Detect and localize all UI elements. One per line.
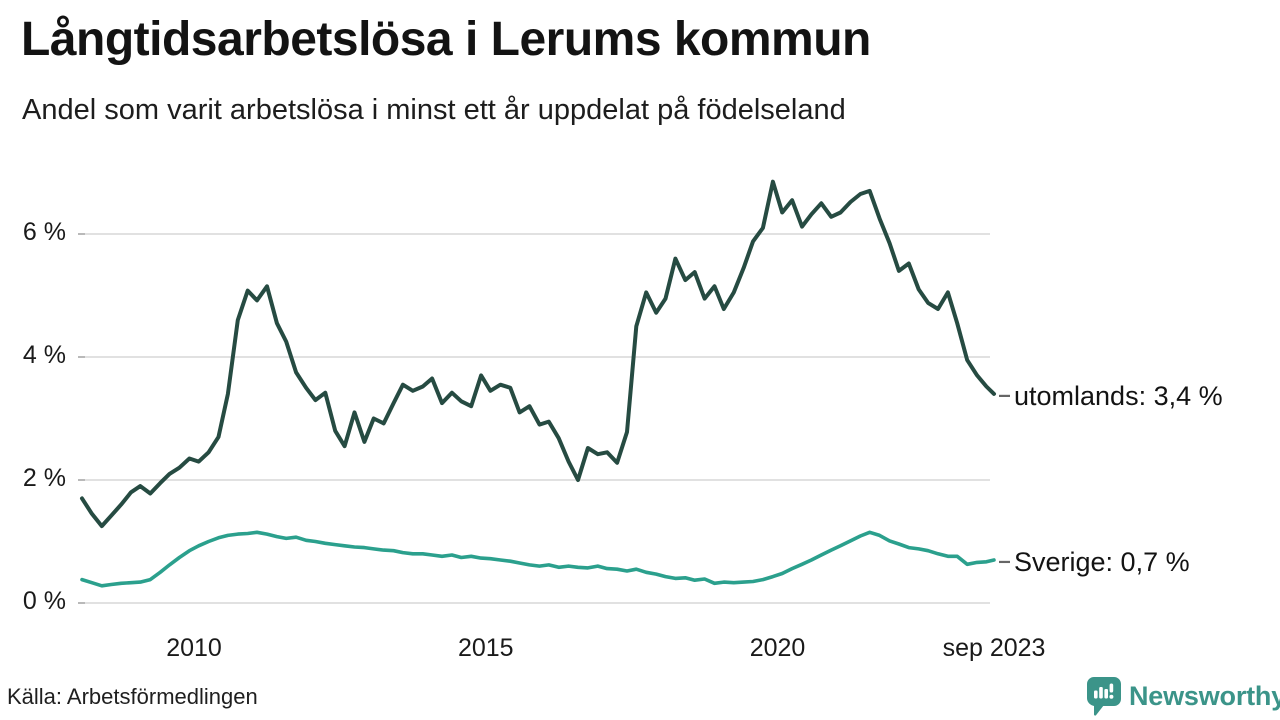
series-line-utomlands xyxy=(80,179,996,529)
x-axis-label: sep 2023 xyxy=(942,634,1046,662)
y-axis-label: 2 % xyxy=(22,464,66,492)
y-axis-label: 4 % xyxy=(22,341,66,369)
y-axis-label: 0 % xyxy=(22,587,66,615)
series-label-utomlands: utomlands: 3,4 % xyxy=(1014,380,1223,411)
page-subtitle: Andel som varit arbetslösa i minst ett å… xyxy=(22,94,846,126)
series-line-sverige xyxy=(80,530,996,588)
x-axis-label: 2010 xyxy=(166,634,222,662)
x-axis-label: 2015 xyxy=(457,634,514,662)
x-axis-label: 2020 xyxy=(749,634,806,662)
y-axis-label: 6 % xyxy=(22,218,66,246)
brand-wordmark: Newsworthy xyxy=(1129,681,1280,711)
series-label-sverige: Sverige: 0,7 % xyxy=(1014,546,1190,577)
source-note: Källa: Arbetsförmedlingen xyxy=(7,684,258,709)
page-title: Långtidsarbetslösa i Lerums kommun xyxy=(21,13,871,66)
newsworthy-logo-icon xyxy=(1087,677,1121,716)
